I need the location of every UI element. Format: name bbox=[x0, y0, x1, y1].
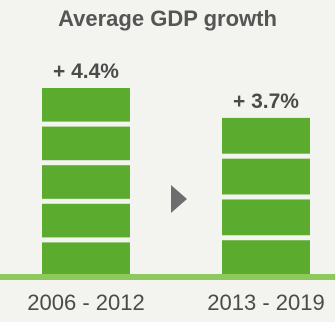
bar-segment bbox=[42, 203, 130, 238]
bar-segment bbox=[222, 199, 310, 236]
category-label: 2006 - 2012 bbox=[27, 290, 145, 315]
bar-segment bbox=[42, 165, 130, 199]
triangle-right-arrow-icon bbox=[171, 185, 187, 213]
chart-title: Average GDP growth bbox=[58, 6, 277, 31]
bar-segment bbox=[222, 117, 310, 154]
baseline bbox=[0, 274, 335, 280]
bar-segment bbox=[222, 158, 310, 195]
bar-segment bbox=[42, 88, 130, 122]
value-label: + 4.4% bbox=[53, 60, 119, 83]
bar-segment bbox=[42, 126, 130, 161]
bar-segment bbox=[42, 242, 130, 276]
value-label: + 3.7% bbox=[233, 89, 299, 113]
category-label: 2013 - 2019 bbox=[207, 290, 325, 315]
bars-group bbox=[42, 88, 310, 276]
bar-segment bbox=[222, 240, 310, 276]
